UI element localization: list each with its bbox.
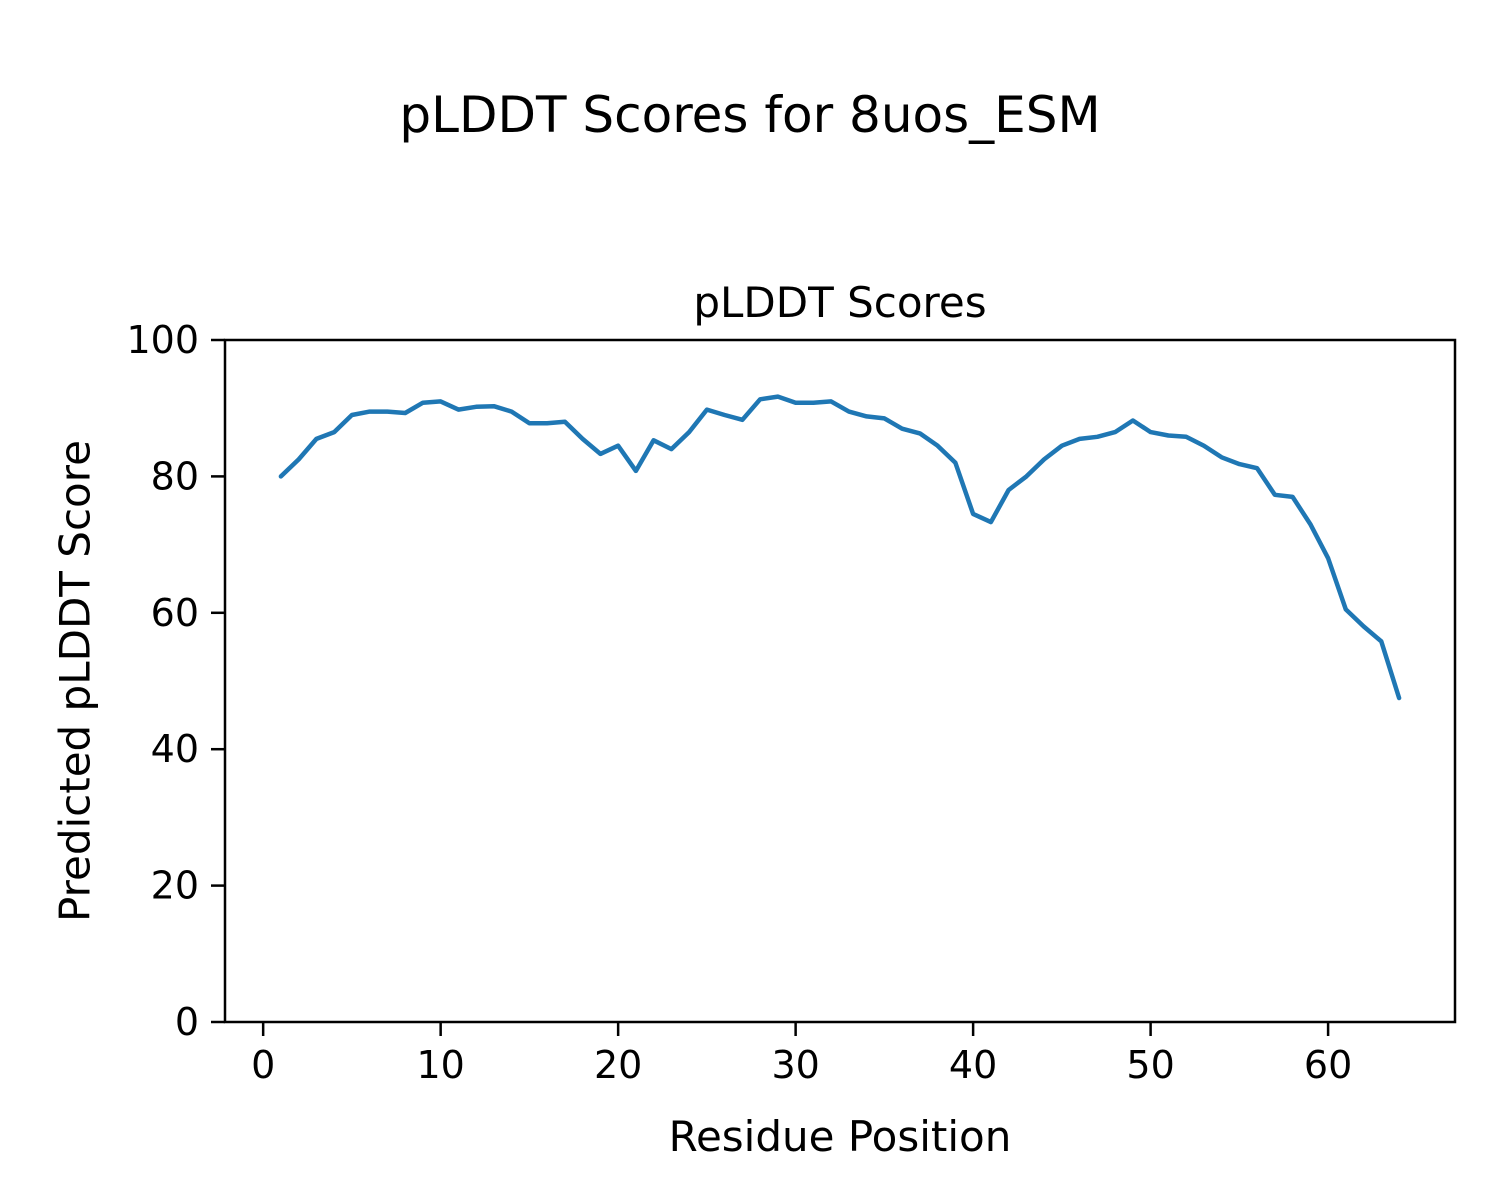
chart-title: pLDDT Scores (693, 278, 987, 327)
y-tick-label: 60 (151, 591, 199, 635)
y-tick-label: 100 (126, 318, 199, 362)
y-tick-label: 0 (175, 1000, 199, 1044)
x-tick-label: 0 (251, 1043, 275, 1087)
y-tick-label: 20 (151, 864, 199, 908)
x-tick-label: 20 (594, 1043, 642, 1087)
x-tick-label: 30 (771, 1043, 819, 1087)
y-tick-label: 80 (151, 454, 199, 498)
y-tick-label: 40 (151, 727, 199, 771)
plddt-line-series (278, 394, 1402, 701)
x-tick-label: 50 (1126, 1043, 1174, 1087)
x-tick-label: 10 (416, 1043, 464, 1087)
x-axis-label: Residue Position (668, 1112, 1012, 1161)
figure-suptitle: pLDDT Scores for 8uos_ESM (399, 86, 1101, 144)
x-tick-label: 60 (1304, 1043, 1352, 1087)
plot-border (223, 338, 1457, 1024)
x-tick-label: 40 (949, 1043, 997, 1087)
